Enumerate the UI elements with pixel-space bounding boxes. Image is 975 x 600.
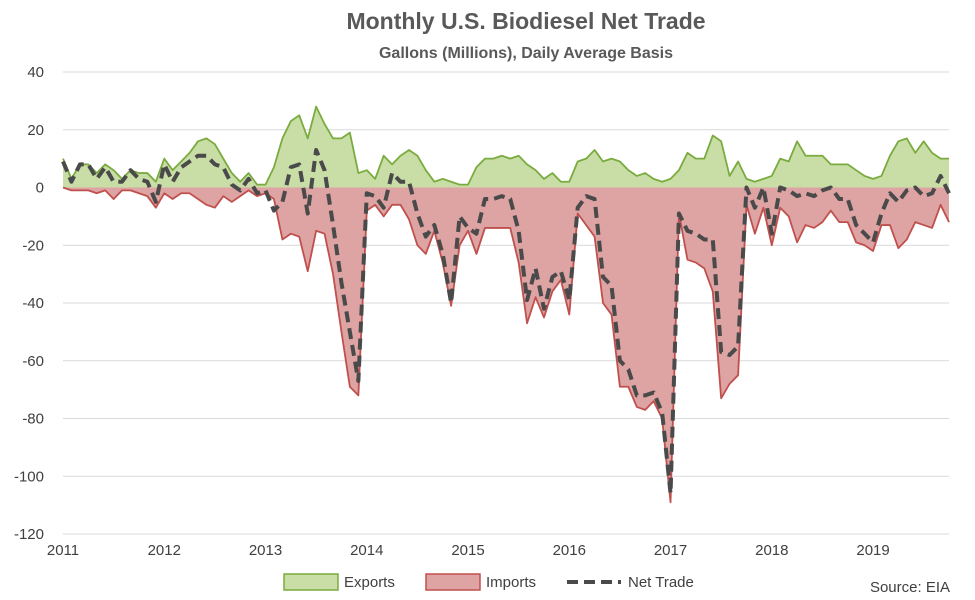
exports-line xyxy=(62,105,949,186)
x-axis-tick-labels: 2011 2012 2013 2014 2015 2016 2017 2018 2019 xyxy=(47,542,890,559)
legend-swatch-exports xyxy=(283,573,339,591)
x-tick-label: 2012 xyxy=(148,542,181,559)
gridlines xyxy=(63,71,949,535)
legend: Exports Imports Net Trade xyxy=(283,573,694,591)
legend-label-imports: Imports xyxy=(486,574,536,591)
y-tick-label: 20 xyxy=(27,122,44,139)
chart-title: Monthly U.S. Biodiesel Net Trade xyxy=(346,8,705,34)
net-trade-line xyxy=(61,147,951,496)
y-tick-label: -40 xyxy=(22,295,44,312)
y-tick-label: -100 xyxy=(14,468,44,485)
x-tick-label: 2011 xyxy=(47,542,79,559)
x-tick-label: 2015 xyxy=(451,542,484,559)
y-tick-label: -60 xyxy=(22,353,44,370)
x-tick-label: 2017 xyxy=(654,542,687,559)
x-tick-label: 2016 xyxy=(553,542,586,559)
y-tick-label: 40 xyxy=(27,64,44,81)
area-series xyxy=(63,106,949,503)
y-tick-label: -80 xyxy=(22,411,44,428)
y-tick-label: -20 xyxy=(22,237,44,254)
y-tick-label: -120 xyxy=(14,526,44,543)
y-axis-tick-labels: 40 20 0 -20 -40 -60 -80 -100 -120 xyxy=(14,64,44,543)
x-tick-label: 2013 xyxy=(249,542,282,559)
legend-label-net-trade: Net Trade xyxy=(628,574,694,591)
x-tick-label: 2014 xyxy=(350,542,383,559)
exports-area xyxy=(63,106,949,188)
chart-subtitle: Gallons (Millions), Daily Average Basis xyxy=(379,45,673,62)
imports-line xyxy=(62,186,950,504)
imports-area xyxy=(63,187,949,503)
y-tick-label: 0 xyxy=(36,180,44,197)
legend-label-exports: Exports xyxy=(344,574,395,591)
line-series xyxy=(61,105,951,504)
source-note: Source: EIA xyxy=(870,579,950,596)
x-tick-label: 2018 xyxy=(755,542,788,559)
legend-swatch-imports xyxy=(425,573,481,591)
x-tick-label: 2019 xyxy=(856,542,889,559)
